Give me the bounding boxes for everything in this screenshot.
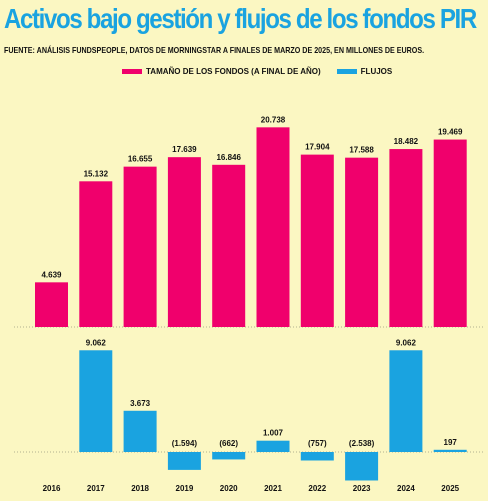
size-bar-2023	[345, 157, 379, 327]
size-value-label-2023: 17.588	[349, 146, 374, 155]
flows-bar-2024	[389, 350, 423, 452]
flows-bar-2017	[79, 350, 113, 452]
size-value-label-2025: 19.469	[438, 128, 463, 137]
size-value-label-2020: 16.846	[216, 153, 241, 162]
flows-value-label-2017: 9.062	[86, 338, 107, 347]
x-tick-label-2018: 2018	[131, 484, 149, 493]
size-value-label-2022: 17.904	[305, 143, 330, 152]
size-bar-2016	[35, 282, 68, 327]
size-bar-2024	[389, 149, 423, 327]
size-value-label-2021: 20.738	[261, 115, 286, 124]
size-value-label-2016: 4.639	[41, 270, 62, 279]
flows-bar-2023	[345, 452, 379, 481]
size-bar-2021	[256, 127, 290, 328]
size-value-label-2017: 15.132	[84, 169, 109, 178]
legend-label-size: TAMAÑO DE LOS FONDOS (A FINAL DE AÑO)	[146, 67, 321, 76]
flows-bar-2019	[167, 452, 201, 470]
flows-bar-2021	[256, 440, 290, 452]
size-bar-2020	[212, 164, 246, 327]
chart-subtitle: FUENTE: ANÁLISIS FUNDSPEOPLE, DATOS DE M…	[4, 45, 425, 55]
x-tick-label-2022: 2022	[308, 484, 326, 493]
x-tick-label-2020: 2020	[220, 484, 238, 493]
flows-value-label-2023: (2.538)	[349, 439, 375, 448]
flows-value-label-2020: (662)	[219, 439, 238, 448]
flows-value-label-2025: 197	[444, 438, 458, 447]
size-bar-2019	[167, 157, 201, 327]
flows-bar-2022	[300, 452, 334, 461]
legend-swatch-flows	[336, 69, 357, 74]
legend: TAMAÑO DE LOS FONDOS (A FINAL DE AÑO) FL…	[122, 67, 408, 76]
x-tick-label-2023: 2023	[353, 484, 371, 493]
x-tick-label-2017: 2017	[87, 484, 105, 493]
size-bar-2022	[300, 154, 334, 327]
flows-value-label-2019: (1.594)	[172, 439, 198, 448]
legend-label-flows: FLUJOS	[360, 67, 393, 76]
flows-bar-2020	[212, 452, 246, 460]
size-value-label-2019: 17.639	[172, 145, 197, 154]
flows-bar-2025	[433, 449, 467, 452]
size-bar-2025	[433, 139, 467, 327]
x-tick-label-2019: 2019	[176, 484, 194, 493]
x-tick-label-2016: 2016	[43, 484, 61, 493]
flows-bar-2018	[123, 410, 157, 452]
x-tick-label-2024: 2024	[397, 484, 415, 493]
flows-value-label-2018: 3.673	[130, 399, 151, 408]
x-tick-label-2021: 2021	[264, 484, 282, 493]
flows-value-label-2024: 9.062	[396, 338, 417, 347]
size-value-label-2018: 16.655	[128, 155, 153, 164]
size-value-label-2024: 18.482	[394, 137, 419, 146]
size-bar-2018	[123, 166, 157, 327]
size-bar-2017	[79, 181, 113, 327]
flows-value-label-2021: 1.007	[263, 429, 284, 438]
x-tick-label-2025: 2025	[441, 484, 459, 493]
chart-title: Activos bajo gestión y flujos de los fon…	[4, 3, 477, 34]
legend-item-flows: FLUJOS	[336, 67, 393, 76]
legend-swatch-size	[122, 69, 142, 74]
flows-value-label-2022: (757)	[308, 439, 327, 448]
legend-item-size: TAMAÑO DE LOS FONDOS (A FINAL DE AÑO)	[122, 67, 321, 76]
